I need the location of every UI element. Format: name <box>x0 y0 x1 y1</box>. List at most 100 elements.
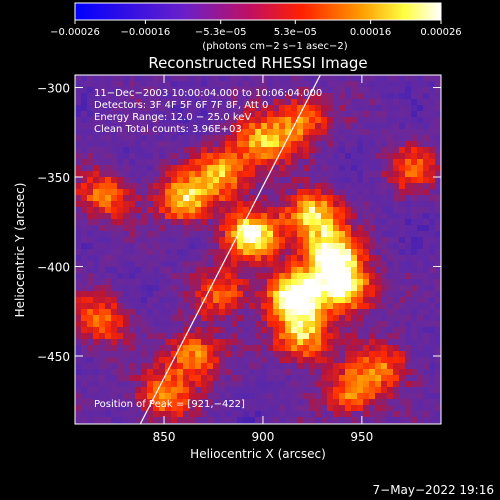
heatmap-cell <box>123 237 129 243</box>
heatmap-cell <box>105 237 111 243</box>
heatmap-cell <box>417 159 423 165</box>
heatmap-cell <box>327 303 333 309</box>
heatmap-cell <box>369 207 375 213</box>
heatmap-cell <box>363 201 369 207</box>
heatmap-cell <box>309 249 315 255</box>
heatmap-cell <box>285 351 291 357</box>
heatmap-cell <box>363 291 369 297</box>
heatmap-cell <box>411 213 417 219</box>
heatmap-cell <box>225 333 231 339</box>
heatmap-cell <box>411 165 417 171</box>
heatmap-cell <box>297 309 303 315</box>
heatmap-cell <box>297 279 303 285</box>
heatmap-cell <box>327 99 333 105</box>
heatmap-cell <box>171 213 177 219</box>
heatmap-cell <box>417 129 423 135</box>
heatmap-cell <box>363 357 369 363</box>
heatmap-cell <box>165 159 171 165</box>
heatmap-cell <box>255 411 261 417</box>
heatmap-cell <box>141 315 147 321</box>
heatmap-cell <box>111 327 117 333</box>
heatmap-cell <box>327 393 333 399</box>
heatmap-cell <box>387 321 393 327</box>
heatmap-cell <box>129 345 135 351</box>
heatmap-cell <box>423 417 429 423</box>
heatmap-cell <box>99 117 105 123</box>
heatmap-cell <box>279 321 285 327</box>
heatmap-cell <box>333 93 339 99</box>
heatmap-cell <box>237 327 243 333</box>
heatmap-cell <box>189 279 195 285</box>
heatmap-cell <box>279 171 285 177</box>
heatmap-cell <box>159 105 165 111</box>
heatmap-cell <box>213 297 219 303</box>
heatmap-cell <box>327 267 333 273</box>
heatmap-cell <box>405 177 411 183</box>
heatmap-cell <box>369 327 375 333</box>
heatmap-cell <box>255 105 261 111</box>
heatmap-cell <box>429 399 435 405</box>
heatmap-cell <box>285 93 291 99</box>
heatmap-cell <box>75 375 81 381</box>
heatmap-cell <box>285 261 291 267</box>
heatmap-cell <box>105 165 111 171</box>
heatmap-cell <box>237 339 243 345</box>
heatmap-cell <box>141 369 147 375</box>
heatmap-cell <box>333 213 339 219</box>
heatmap-cell <box>291 87 297 93</box>
heatmap-cell <box>345 225 351 231</box>
heatmap-cell <box>81 255 87 261</box>
heatmap-cell <box>153 201 159 207</box>
heatmap-cell <box>351 189 357 195</box>
heatmap-cell <box>141 171 147 177</box>
heatmap-cell <box>285 99 291 105</box>
heatmap-cell <box>147 177 153 183</box>
heatmap-cell <box>267 285 273 291</box>
heatmap-cell <box>303 195 309 201</box>
heatmap-cell <box>87 231 93 237</box>
heatmap-cell <box>129 351 135 357</box>
heatmap-cell <box>309 267 315 273</box>
heatmap-cell <box>111 195 117 201</box>
heatmap-cell <box>279 189 285 195</box>
heatmap-cell <box>117 411 123 417</box>
heatmap-cell <box>255 135 261 141</box>
heatmap-cell <box>111 129 117 135</box>
heatmap-cell <box>255 315 261 321</box>
heatmap-cell <box>411 159 417 165</box>
heatmap-cell <box>315 237 321 243</box>
heatmap-cell <box>189 171 195 177</box>
heatmap-cell <box>99 321 105 327</box>
heatmap-cell <box>219 213 225 219</box>
heatmap-cell <box>435 147 441 153</box>
heatmap-cell <box>435 333 441 339</box>
heatmap-cell <box>417 249 423 255</box>
heatmap-cell <box>111 249 117 255</box>
heatmap-cell <box>159 75 165 81</box>
heatmap-cell <box>159 123 165 129</box>
heatmap-cell <box>237 87 243 93</box>
heatmap-cell <box>309 285 315 291</box>
heatmap-cell <box>153 105 159 111</box>
heatmap-cell <box>231 231 237 237</box>
heatmap-cell <box>267 297 273 303</box>
heatmap-cell <box>285 339 291 345</box>
heatmap-cell <box>333 177 339 183</box>
heatmap-cell <box>183 183 189 189</box>
heatmap-cell <box>105 201 111 207</box>
heatmap-cell <box>387 267 393 273</box>
heatmap-cell <box>153 123 159 129</box>
heatmap-cell <box>315 117 321 123</box>
heatmap-cell <box>207 357 213 363</box>
heatmap-cell <box>273 243 279 249</box>
heatmap-cell <box>261 93 267 99</box>
heatmap-cell <box>315 93 321 99</box>
heatmap-cell <box>291 345 297 351</box>
heatmap-cell <box>417 297 423 303</box>
heatmap-cell <box>321 219 327 225</box>
heatmap-cell <box>93 279 99 285</box>
heatmap-cell <box>117 387 123 393</box>
heatmap-cell <box>429 177 435 183</box>
heatmap-cell <box>411 207 417 213</box>
heatmap-cell <box>291 105 297 111</box>
